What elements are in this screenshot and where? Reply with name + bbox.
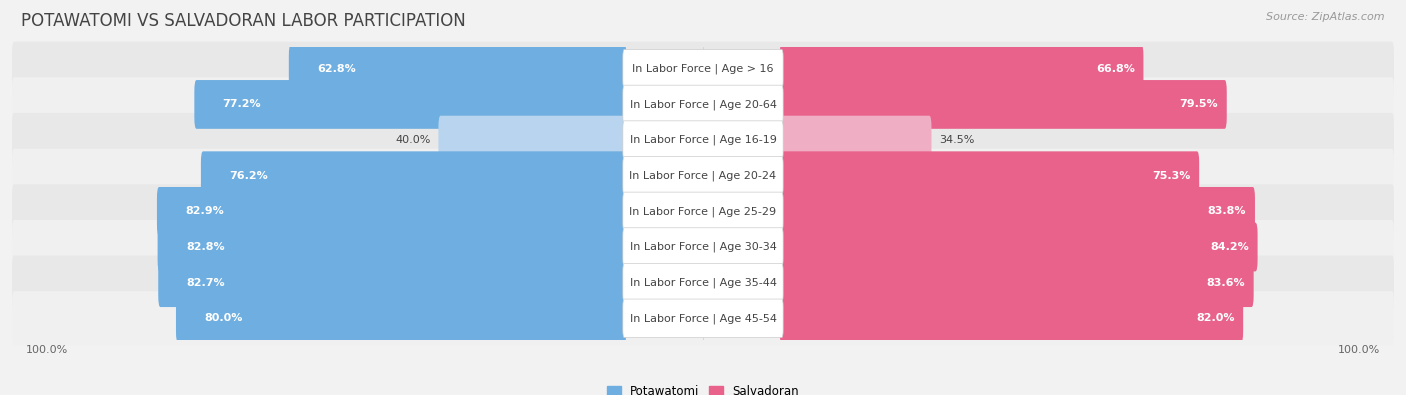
Text: 82.8%: 82.8% <box>186 242 225 252</box>
FancyBboxPatch shape <box>623 156 783 195</box>
Text: 80.0%: 80.0% <box>204 313 243 324</box>
FancyBboxPatch shape <box>779 80 1227 129</box>
FancyBboxPatch shape <box>779 294 1243 343</box>
FancyBboxPatch shape <box>779 44 1143 93</box>
Text: 82.7%: 82.7% <box>187 278 225 288</box>
FancyBboxPatch shape <box>623 228 783 266</box>
FancyBboxPatch shape <box>623 85 783 124</box>
FancyBboxPatch shape <box>176 294 627 343</box>
FancyBboxPatch shape <box>157 187 627 236</box>
FancyBboxPatch shape <box>13 184 1393 239</box>
Text: In Labor Force | Age 35-44: In Labor Force | Age 35-44 <box>630 277 776 288</box>
FancyBboxPatch shape <box>779 258 1254 307</box>
FancyBboxPatch shape <box>779 187 1256 236</box>
FancyBboxPatch shape <box>13 256 1393 310</box>
Text: In Labor Force | Age 20-64: In Labor Force | Age 20-64 <box>630 99 776 110</box>
Text: 34.5%: 34.5% <box>939 135 974 145</box>
FancyBboxPatch shape <box>13 149 1393 203</box>
FancyBboxPatch shape <box>13 113 1393 167</box>
Text: 40.0%: 40.0% <box>395 135 430 145</box>
Text: 83.6%: 83.6% <box>1206 278 1244 288</box>
FancyBboxPatch shape <box>13 77 1393 132</box>
Text: In Labor Force | Age 30-34: In Labor Force | Age 30-34 <box>630 242 776 252</box>
FancyBboxPatch shape <box>13 220 1393 274</box>
Text: Source: ZipAtlas.com: Source: ZipAtlas.com <box>1267 12 1385 22</box>
FancyBboxPatch shape <box>13 291 1393 345</box>
FancyBboxPatch shape <box>159 258 627 307</box>
FancyBboxPatch shape <box>623 263 783 302</box>
Text: 83.8%: 83.8% <box>1208 206 1246 216</box>
Text: 82.0%: 82.0% <box>1197 313 1234 324</box>
FancyBboxPatch shape <box>157 223 627 271</box>
Text: 84.2%: 84.2% <box>1211 242 1249 252</box>
FancyBboxPatch shape <box>194 80 627 129</box>
FancyBboxPatch shape <box>623 121 783 159</box>
FancyBboxPatch shape <box>13 42 1393 96</box>
FancyBboxPatch shape <box>288 44 627 93</box>
Text: 79.5%: 79.5% <box>1180 100 1218 109</box>
FancyBboxPatch shape <box>779 223 1257 271</box>
FancyBboxPatch shape <box>623 192 783 231</box>
Text: In Labor Force | Age 16-19: In Labor Force | Age 16-19 <box>630 135 776 145</box>
Text: POTAWATOMI VS SALVADORAN LABOR PARTICIPATION: POTAWATOMI VS SALVADORAN LABOR PARTICIPA… <box>21 12 465 30</box>
FancyBboxPatch shape <box>439 116 627 164</box>
FancyBboxPatch shape <box>779 151 1199 200</box>
FancyBboxPatch shape <box>201 151 627 200</box>
FancyBboxPatch shape <box>623 49 783 88</box>
Text: 62.8%: 62.8% <box>318 64 356 74</box>
Text: In Labor Force | Age 45-54: In Labor Force | Age 45-54 <box>630 313 776 324</box>
Text: 66.8%: 66.8% <box>1095 64 1135 74</box>
Text: In Labor Force | Age > 16: In Labor Force | Age > 16 <box>633 64 773 74</box>
Text: 82.9%: 82.9% <box>186 206 224 216</box>
Text: 76.2%: 76.2% <box>229 171 269 181</box>
Text: 77.2%: 77.2% <box>222 100 262 109</box>
Text: 75.3%: 75.3% <box>1152 171 1191 181</box>
FancyBboxPatch shape <box>779 116 932 164</box>
Text: In Labor Force | Age 20-24: In Labor Force | Age 20-24 <box>630 171 776 181</box>
FancyBboxPatch shape <box>623 299 783 338</box>
Legend: Potawatomi, Salvadoran: Potawatomi, Salvadoran <box>606 385 800 395</box>
Text: In Labor Force | Age 25-29: In Labor Force | Age 25-29 <box>630 206 776 216</box>
